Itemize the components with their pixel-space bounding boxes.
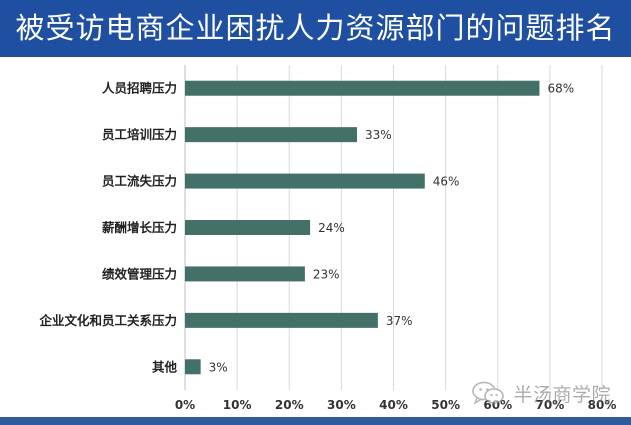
bar (185, 173, 425, 189)
data-label: 33% (365, 128, 392, 142)
data-label: 23% (313, 267, 340, 281)
category-label: 薪酬增长压力 (102, 220, 177, 235)
data-label: 24% (318, 221, 345, 235)
chart-title: 被受访电商企业困扰人力资源部门的问题排名 (0, 0, 631, 57)
category-label: 其他 (152, 359, 178, 374)
x-tick-label: 30% (327, 398, 356, 412)
bar (185, 312, 378, 328)
category-label: 人员招聘压力 (102, 81, 177, 96)
category-label: 员工流失压力 (102, 174, 177, 189)
bar (185, 220, 311, 235)
x-tick-label: 20% (275, 398, 304, 412)
bar (185, 359, 201, 375)
bar-chart: 0% 10% 20% 30% 40% 50% 60% 70% 80%人员招聘压力 68%员工培训压… (38, 65, 617, 412)
data-label: 37% (386, 314, 413, 328)
data-label: 68% (547, 82, 574, 96)
category-label: 员工培训压力 (102, 127, 177, 142)
category-label: 企业文化和员工关系压力 (38, 313, 177, 328)
wechat-logo-icon (472, 381, 505, 405)
x-tick-label: 0% (175, 398, 195, 412)
x-tick-label: 70% (536, 398, 565, 412)
bar (185, 127, 358, 143)
watermark: 半汤商学院 (471, 378, 611, 408)
watermark-text: 半汤商学院 (513, 383, 611, 406)
data-label: 3% (209, 360, 228, 374)
data-label: 46% (433, 175, 460, 189)
bar (185, 80, 540, 96)
category-label: 绩效管理压力 (102, 266, 177, 281)
bottom-rule (0, 417, 631, 425)
x-tick-label: 80% (588, 398, 617, 412)
bar (185, 266, 305, 282)
x-tick-label: 40% (379, 398, 408, 412)
x-tick-label: 50% (431, 398, 460, 412)
x-tick-label: 10% (223, 398, 252, 412)
